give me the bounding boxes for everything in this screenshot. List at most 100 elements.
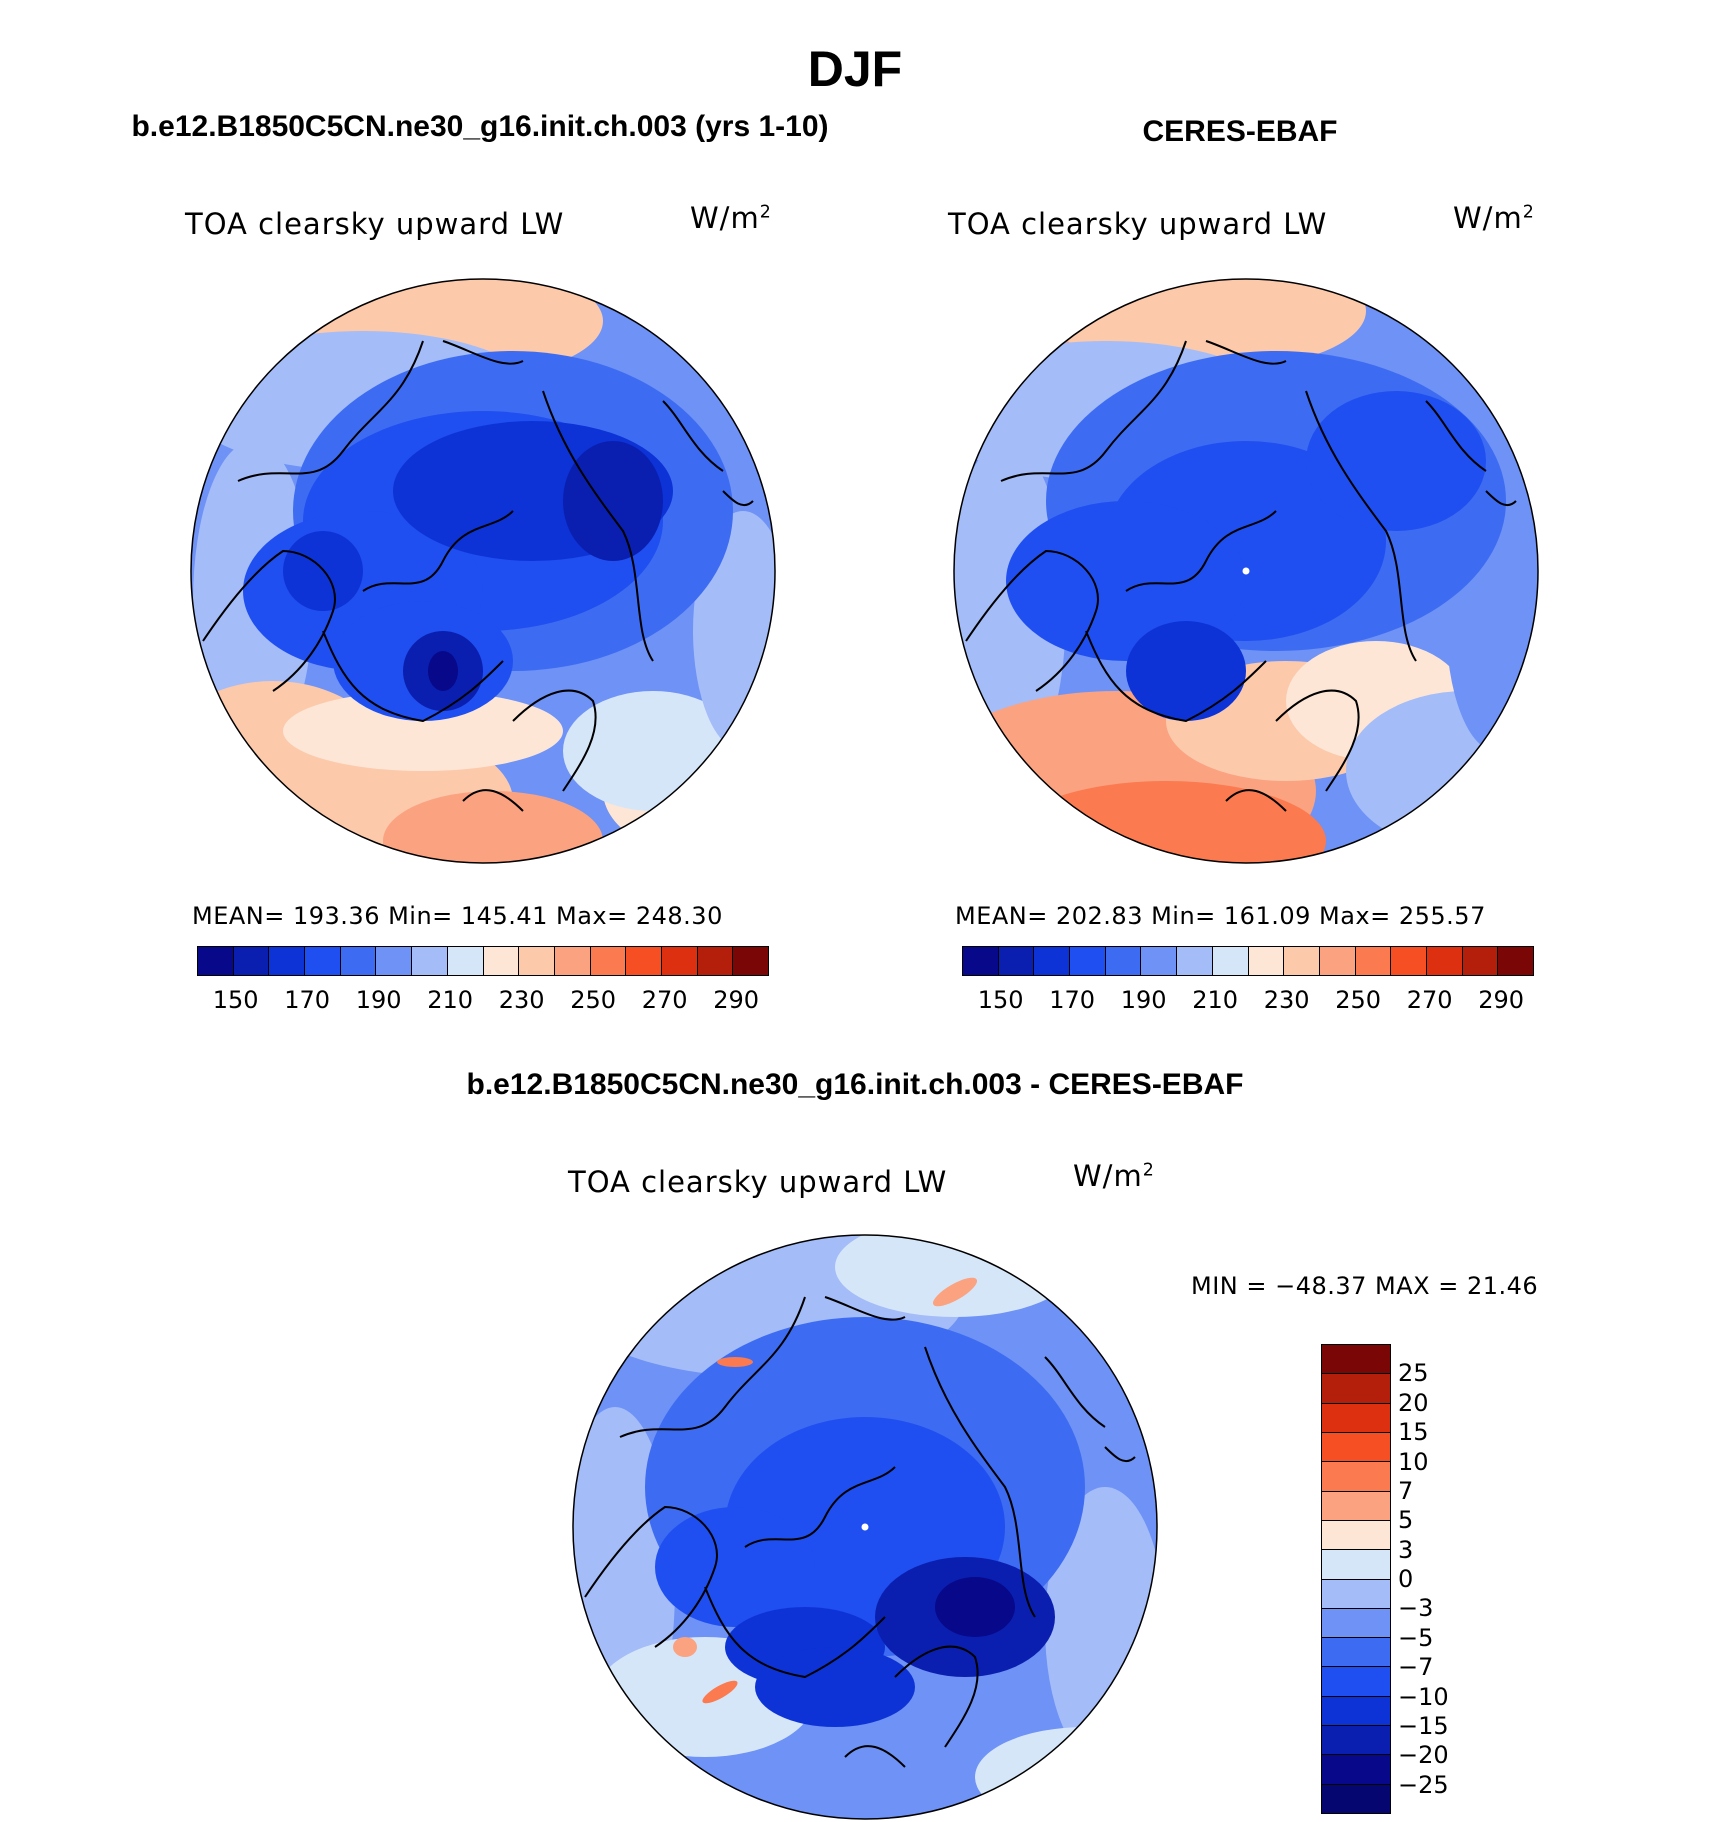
colorbar-tick-label: 7 [1398, 1476, 1414, 1505]
colorbar-tick-label: 190 [1120, 986, 1167, 1014]
model-panel-header: b.e12.B1850C5CN.ne30_g16.init.ch.003 (yr… [131, 110, 829, 143]
colorbar-swatch [1322, 1432, 1390, 1463]
colorbar-swatch [198, 947, 234, 975]
colorbar-swatch [998, 947, 1035, 975]
colorbar-tick-label: 3 [1398, 1535, 1414, 1564]
colorbar-tick-label: −7 [1398, 1653, 1434, 1682]
diff-variable-label: TOA clearsky upward LW [568, 1165, 948, 1199]
colorbar-tick-label: 10 [1398, 1447, 1429, 1476]
diff-colorbar-ticks: 25 20 15 10 7 5 3 0 −3 −5 −7 −10 −15 −20 −25 [1398, 1344, 1478, 1814]
colorbar-swatch [1322, 1579, 1390, 1609]
colorbar-swatch [1426, 947, 1463, 975]
obs-colorbar [962, 946, 1534, 976]
colorbar-swatch [661, 947, 698, 975]
colorbar-swatch [305, 947, 341, 975]
colorbar-swatch [1322, 1696, 1390, 1727]
colorbar-swatch [447, 947, 484, 975]
colorbar-swatch [1212, 947, 1249, 975]
colorbar-swatch [626, 947, 662, 975]
colorbar-tick-label: 5 [1398, 1506, 1414, 1535]
colorbar-tick-label: 150 [212, 986, 259, 1014]
diff-stats: MIN = −48.37 MAX = 21.46 [1191, 1272, 1539, 1300]
colorbar-tick-label: −25 [1398, 1770, 1449, 1799]
colorbar-swatch [519, 947, 555, 975]
colorbar-swatch [1141, 947, 1178, 975]
colorbar-swatch [590, 947, 627, 975]
colorbar-swatch [483, 947, 520, 975]
page-title: DJF [807, 41, 903, 97]
colorbar-tick-label: 15 [1398, 1418, 1429, 1447]
colorbar-swatch [1322, 1491, 1390, 1521]
colorbar-swatch [1322, 1638, 1390, 1668]
colorbar-tick-label: 230 [498, 986, 545, 1014]
colorbar-swatch [733, 947, 768, 975]
colorbar-tick-label: 270 [641, 986, 688, 1014]
colorbar-tick-label: −20 [1398, 1741, 1449, 1770]
colorbar-tick-label: 230 [1263, 986, 1310, 1014]
colorbar-swatch [1322, 1608, 1390, 1639]
diff-units-label: W/m2 [1073, 1159, 1155, 1193]
colorbar-swatch [697, 947, 734, 975]
colorbar-tick-label: 170 [284, 986, 331, 1014]
model-colorbar-ticks: 150 170 190 210 230 250 270 290 [197, 986, 769, 1016]
colorbar-swatch [1105, 947, 1142, 975]
obs-units-label: W/m2 [1453, 201, 1535, 235]
diff-polar-map [572, 1234, 1158, 1820]
colorbar-swatch [1355, 947, 1392, 975]
colorbar-tick-label: 270 [1406, 986, 1453, 1014]
colorbar-swatch [1322, 1345, 1390, 1375]
obs-colorbar-ticks: 150 170 190 210 230 250 270 290 [962, 986, 1534, 1016]
colorbar-tick-label: −5 [1398, 1623, 1434, 1652]
colorbar-swatch [1322, 1726, 1390, 1756]
colorbar-swatch [1177, 947, 1213, 975]
colorbar-swatch [1322, 1550, 1390, 1580]
colorbar-tick-label: 25 [1398, 1359, 1429, 1388]
colorbar-swatch [1284, 947, 1320, 975]
colorbar-swatch [1498, 947, 1533, 975]
colorbar-swatch [1322, 1667, 1390, 1697]
colorbar-swatch [1248, 947, 1285, 975]
model-colorbar [197, 946, 769, 976]
colorbar-swatch [554, 947, 591, 975]
coastline [202, 340, 754, 812]
diff-panel-header: b.e12.B1850C5CN.ne30_g16.init.ch.003 - C… [466, 1068, 1244, 1101]
model-stats: MEAN= 193.36 Min= 145.41 Max= 248.30 [192, 902, 723, 930]
colorbar-tick-label: −10 [1398, 1682, 1449, 1711]
colorbar-swatch [412, 947, 448, 975]
colorbar-tick-label: −15 [1398, 1711, 1449, 1740]
colorbar-tick-label: 170 [1049, 986, 1096, 1014]
diff-colorbar [1321, 1344, 1391, 1814]
obs-polar-map [953, 278, 1539, 864]
colorbar-tick-label: 150 [977, 986, 1024, 1014]
colorbar-swatch [1322, 1462, 1390, 1492]
colorbar-swatch [1319, 947, 1356, 975]
colorbar-swatch [340, 947, 377, 975]
colorbar-tick-label: 290 [1478, 986, 1525, 1014]
colorbar-swatch [269, 947, 306, 975]
obs-panel-header: CERES-EBAF [1142, 115, 1338, 148]
colorbar-swatch [1322, 1784, 1390, 1813]
colorbar-tick-label: 210 [427, 986, 474, 1014]
colorbar-swatch [1070, 947, 1106, 975]
colorbar-tick-label: 250 [570, 986, 617, 1014]
colorbar-swatch [963, 947, 999, 975]
colorbar-swatch [1322, 1374, 1390, 1404]
colorbar-swatch [1322, 1520, 1390, 1551]
colorbar-tick-label: 250 [1335, 986, 1382, 1014]
colorbar-tick-label: 0 [1398, 1565, 1414, 1593]
colorbar-tick-label: 290 [713, 986, 760, 1014]
colorbar-swatch [376, 947, 413, 975]
colorbar-tick-label: 20 [1398, 1388, 1429, 1417]
obs-stats: MEAN= 202.83 Min= 161.09 Max= 255.57 [955, 902, 1486, 930]
colorbar-swatch [233, 947, 270, 975]
obs-variable-label: TOA clearsky upward LW [948, 207, 1328, 241]
colorbar-swatch [1322, 1755, 1390, 1785]
colorbar-tick-label: 210 [1192, 986, 1239, 1014]
colorbar-swatch [1034, 947, 1071, 975]
model-polar-map [190, 278, 776, 864]
colorbar-tick-label: 190 [355, 986, 402, 1014]
colorbar-tick-label: −3 [1398, 1594, 1434, 1623]
colorbar-swatch [1391, 947, 1427, 975]
model-variable-label: TOA clearsky upward LW [185, 207, 565, 241]
colorbar-swatch [1462, 947, 1499, 975]
